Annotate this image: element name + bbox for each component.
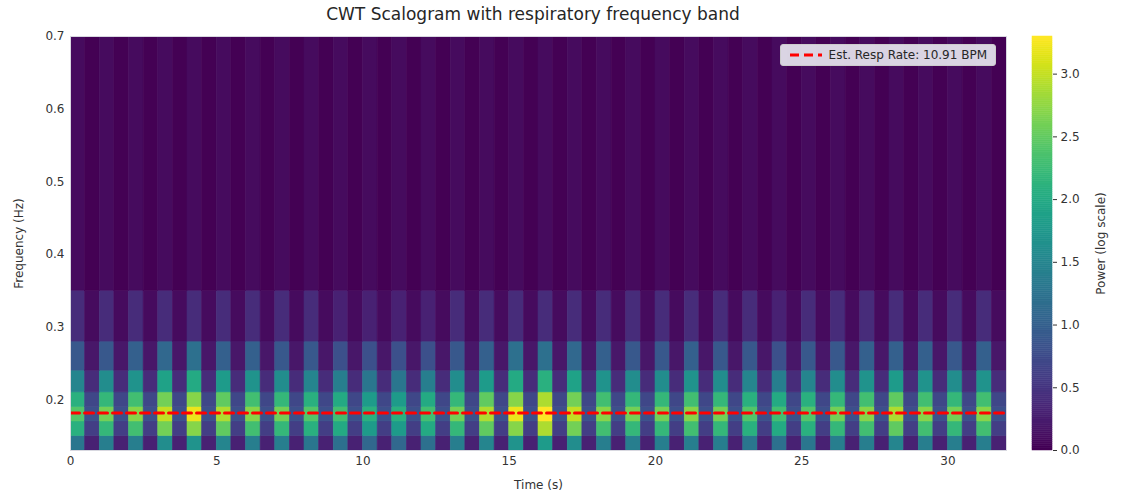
svg-text:Time (s): Time (s): [513, 478, 563, 492]
html-text:Est. Resp Rate: 10.91 BPM: Est. Resp Rate: 10.91 BPM: [828, 48, 987, 62]
svg-text:0.4: 0.4: [45, 247, 64, 261]
svg-text:0.6: 0.6: [45, 102, 64, 116]
svg-text:2.5: 2.5: [1061, 130, 1080, 144]
svg-text:Frequency (Hz): Frequency (Hz): [12, 198, 26, 289]
svg-text:0.5: 0.5: [1061, 381, 1080, 395]
svg-text:0.5: 0.5: [45, 175, 64, 189]
svg-text:0.3: 0.3: [45, 320, 64, 334]
svg-text:0.7: 0.7: [45, 29, 64, 43]
svg-text:30: 30: [940, 454, 955, 468]
svg-text:0.0: 0.0: [1061, 443, 1080, 457]
svg-text:0.2: 0.2: [45, 392, 64, 406]
svg-text:15: 15: [502, 454, 517, 468]
svg-text:20: 20: [648, 454, 663, 468]
svg-text:3.0: 3.0: [1061, 67, 1080, 81]
svg-text:Power (log scale): Power (log scale): [1094, 192, 1108, 295]
svg-text:1.5: 1.5: [1061, 255, 1080, 269]
html-text:CWT Scalogram with respiratory: CWT Scalogram with respiratory frequency…: [326, 4, 740, 24]
svg-text:10: 10: [355, 454, 370, 468]
svg-text:5: 5: [213, 454, 221, 468]
svg-text:2.0: 2.0: [1061, 192, 1080, 206]
svg-text:25: 25: [794, 454, 809, 468]
svg-text:1.0: 1.0: [1061, 318, 1080, 332]
svg-text:0: 0: [67, 454, 75, 468]
